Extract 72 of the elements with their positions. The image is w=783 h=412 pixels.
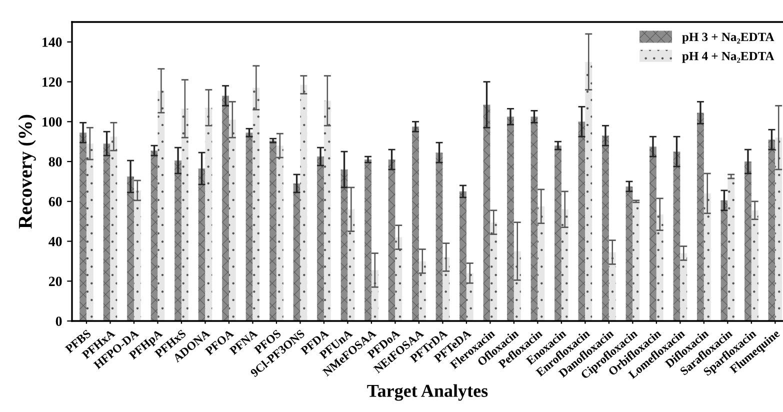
bar [656,214,664,321]
bar [324,100,331,321]
bar [371,270,378,321]
bar [514,251,521,321]
bar [650,146,656,321]
bar [174,160,182,321]
bar [395,237,402,321]
bar [228,120,236,321]
bar [134,190,141,321]
legend-label: pH 4 + Na₂EDTA [682,52,774,63]
bar [252,88,260,321]
bar [632,201,640,321]
y-tick-label: 80 [48,157,62,166]
bar [704,193,711,321]
bar [530,116,538,321]
bar [483,104,490,321]
bar [300,84,308,321]
bar [150,150,158,321]
bar [775,138,782,321]
x-axis-title: Target Analytes [367,384,488,401]
bar [466,273,474,321]
bar [364,160,372,321]
bar [317,156,324,321]
bar [418,261,426,321]
bar [181,108,188,321]
bar [158,90,165,321]
bar [608,252,616,321]
bar [412,126,419,321]
y-tick-label: 40 [48,236,62,246]
bar [293,183,300,321]
y-tick-label: 0 [56,316,62,326]
bar [697,112,704,321]
bar [744,162,752,321]
y-tick-label: 100 [42,117,62,127]
bar [626,186,633,321]
bar [246,132,253,321]
bar [270,140,276,321]
bar [436,152,443,321]
bar [720,200,728,321]
bar [673,152,680,321]
bar [554,146,562,321]
bar [348,209,355,321]
bar [751,210,758,321]
bar [507,116,514,321]
bar [460,191,466,321]
bar [490,222,498,321]
bar [578,122,586,321]
bar [585,62,592,321]
bar [86,144,94,321]
bar [276,146,284,321]
bar [198,168,206,321]
bar [388,160,396,321]
y-axis-title: Recovery (%) [18,114,36,229]
bar [127,176,134,321]
bar [538,206,545,321]
bar [768,140,776,321]
bar [561,209,568,321]
bar [680,253,688,321]
y-tick-label: 120 [42,77,62,87]
bar [728,176,735,321]
bar [340,170,348,321]
bar [205,108,212,321]
y-tick-label: 140 [42,38,62,47]
bar [222,96,229,321]
y-tick-label: 60 [48,196,62,206]
legend-label: pH 3 + Na₂EDTA [682,32,774,44]
bar [442,257,450,321]
bar [80,132,86,321]
bar [602,136,609,321]
bar [110,136,118,321]
bar [103,144,110,321]
y-tick-label: 20 [48,276,62,286]
